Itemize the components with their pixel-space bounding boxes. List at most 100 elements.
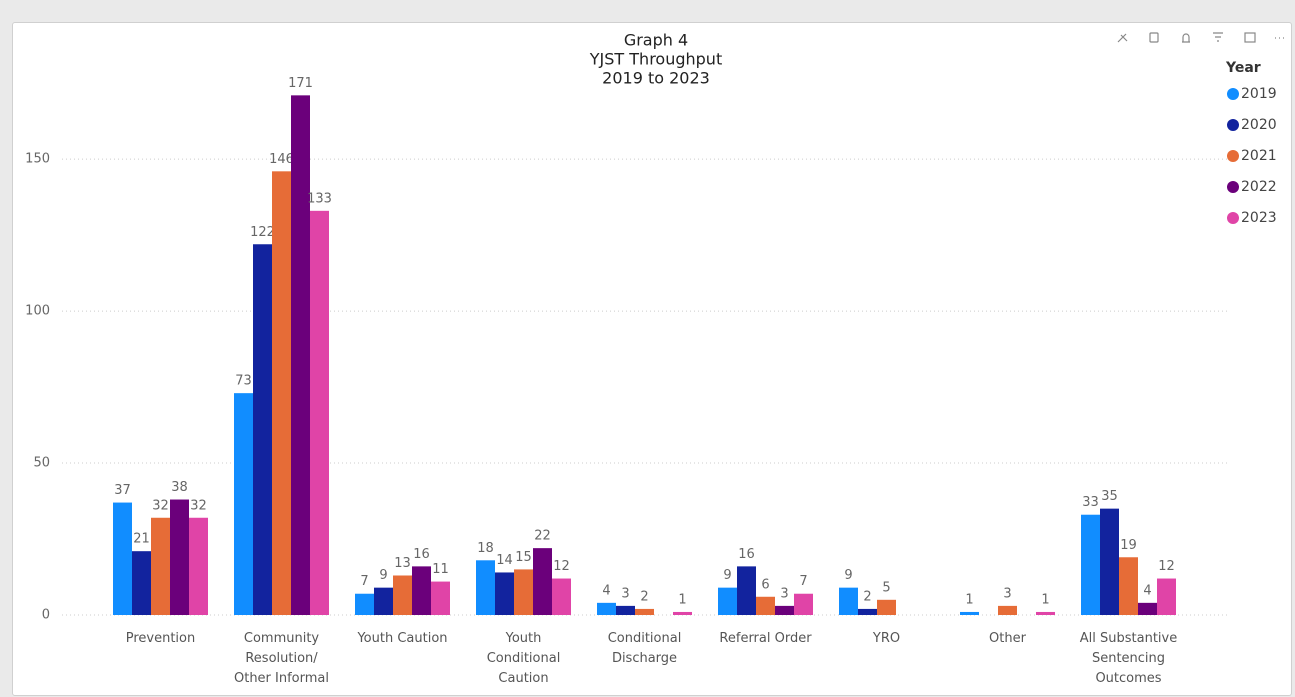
legend-label: 2019	[1241, 86, 1277, 102]
bar	[189, 517, 208, 615]
bar	[998, 605, 1017, 615]
value-label: 6	[761, 577, 769, 592]
bar	[476, 560, 495, 615]
bar	[374, 587, 393, 615]
bar	[234, 393, 253, 615]
bar	[597, 602, 616, 615]
value-label: 32	[190, 498, 207, 513]
bar	[272, 171, 291, 616]
value-label: 21	[133, 532, 150, 547]
bar	[1119, 557, 1138, 615]
legend-label: 2020	[1241, 117, 1277, 133]
legend-title: Year	[1225, 60, 1261, 76]
bar	[635, 608, 654, 615]
value-label: 37	[114, 483, 131, 498]
x-tick-label: All Substantive Sentencing Outcomes	[1079, 631, 1178, 686]
y-tick-label: 0	[42, 608, 50, 623]
bar	[291, 95, 310, 616]
chart-title: YJST Throughput	[589, 50, 722, 69]
value-label: 35	[1101, 489, 1118, 504]
bar	[253, 244, 272, 615]
legend-marker	[1227, 119, 1239, 131]
bar	[495, 572, 514, 615]
value-label: 4	[1143, 583, 1151, 598]
value-label: 7	[360, 574, 368, 589]
bar	[775, 605, 794, 615]
value-label: 146	[269, 152, 294, 167]
bar	[673, 611, 692, 615]
bar	[960, 611, 979, 615]
value-label: 122	[250, 225, 275, 240]
x-tick-label: Youth Caution	[357, 631, 448, 646]
value-label: 11	[432, 562, 449, 577]
chart-title: 2019 to 2023	[602, 69, 710, 88]
value-label: 2	[640, 589, 648, 604]
value-label: 32	[152, 498, 169, 513]
bar	[756, 596, 775, 615]
value-label: 22	[534, 529, 551, 544]
bar	[1157, 578, 1176, 615]
value-label: 3	[621, 586, 629, 601]
value-label: 5	[882, 580, 890, 595]
bar	[170, 499, 189, 615]
value-label: 2	[863, 589, 871, 604]
legend-label: 2021	[1241, 148, 1277, 164]
bar	[858, 608, 877, 615]
value-label: 3	[1003, 586, 1011, 601]
bar	[310, 210, 329, 616]
copy-icon	[1149, 32, 1159, 43]
bar	[412, 566, 431, 615]
bar	[431, 581, 450, 615]
bar	[151, 517, 170, 615]
value-label: 12	[553, 559, 570, 574]
legend-marker	[1227, 181, 1239, 193]
visual-icons	[1117, 32, 1284, 43]
legend-marker	[1227, 88, 1239, 100]
x-tick-label: Community Resolution/ Other Informal	[233, 631, 329, 686]
value-label: 9	[844, 568, 852, 583]
bar	[737, 566, 756, 615]
bar	[1138, 602, 1157, 615]
bar	[1081, 514, 1100, 615]
bar	[1100, 508, 1119, 615]
value-label: 133	[307, 191, 332, 206]
focus-icon	[1244, 32, 1256, 43]
legend-marker	[1227, 150, 1239, 162]
chart-title: Graph 4	[624, 31, 688, 50]
value-label: 9	[379, 568, 387, 583]
value-label: 14	[496, 553, 513, 568]
bar	[794, 593, 813, 615]
legend-marker	[1227, 212, 1239, 224]
x-tick-label: Conditional Discharge	[607, 631, 682, 666]
bar	[552, 578, 571, 615]
legend-label: 2023	[1241, 210, 1277, 226]
bar	[1036, 611, 1055, 615]
y-tick-label: 50	[33, 456, 50, 471]
bar	[839, 587, 858, 615]
value-label: 1	[965, 592, 973, 607]
value-label: 16	[738, 547, 755, 562]
value-label: 73	[235, 374, 252, 389]
bar	[616, 605, 635, 615]
visual-card	[12, 22, 1292, 696]
value-label: 9	[723, 568, 731, 583]
y-tick-label: 150	[25, 152, 50, 167]
bar	[718, 587, 737, 615]
x-tick-label: Referral Order	[719, 631, 812, 646]
bar	[877, 599, 896, 615]
value-label: 3	[780, 586, 788, 601]
y-tick-label: 100	[25, 304, 50, 319]
value-label: 38	[171, 480, 188, 495]
legend-label: 2022	[1241, 179, 1277, 195]
alert-icon	[1182, 33, 1190, 43]
value-label: 7	[799, 574, 807, 589]
value-label: 13	[394, 556, 411, 571]
bar	[132, 551, 151, 615]
value-label: 4	[602, 583, 610, 598]
value-label: 19	[1120, 538, 1137, 553]
bar	[533, 548, 552, 615]
value-label: 171	[288, 76, 313, 91]
value-label: 12	[1158, 559, 1175, 574]
